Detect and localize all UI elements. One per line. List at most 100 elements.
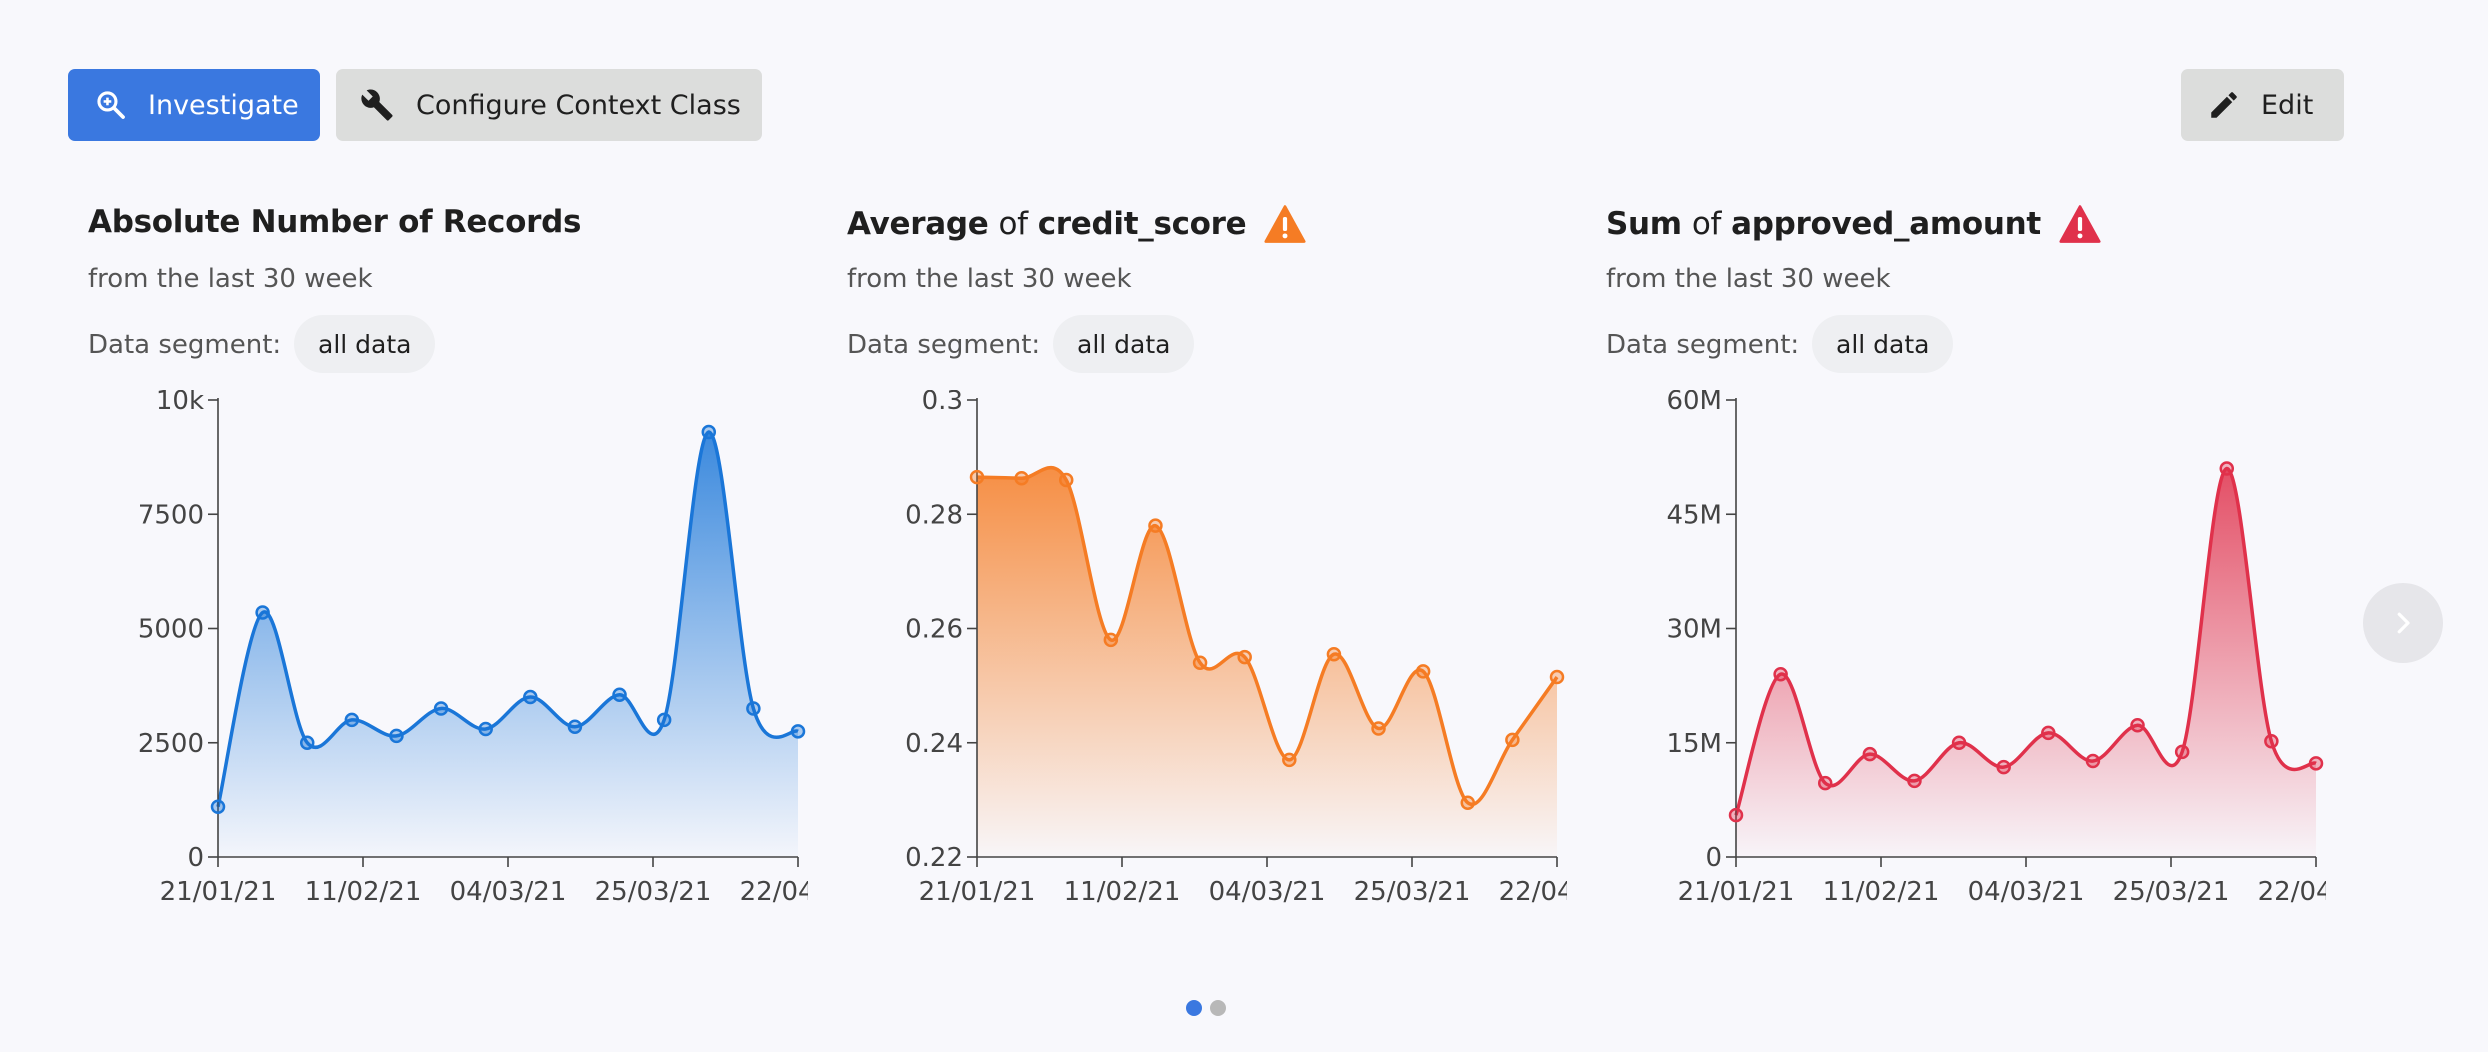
warning-icon [2059,205,2101,243]
card-title-agg: Sum [1606,206,1682,242]
data-point [1282,752,1297,768]
y-tick-label: 45M [1666,500,1722,530]
y-tick-label: 5000 [138,615,204,645]
segment-chip[interactable]: all data [294,315,436,373]
data-point [969,469,985,485]
data-point [2308,756,2324,771]
segment-label: Data segment: [1606,330,1800,360]
x-tick-label: 21/01/21 [919,877,1036,907]
pagination-dot-1[interactable] [1186,1000,1202,1016]
data-point [1103,632,1119,648]
x-tick-label: 21/01/21 [160,877,277,907]
data-point [255,605,270,620]
configure-context-class-button[interactable]: Configure Context Class [336,69,762,141]
data-point [2264,733,2279,749]
data-point [523,689,538,705]
pencil-icon [2211,92,2237,118]
data-point [1014,471,1029,486]
data-point [1415,664,1431,679]
card-title: Sum of approved_amount [1606,204,2101,244]
records-area-chart: 0 2500 5000 7500 10k 21/01/21 11/02/21 04/03/21… [138,390,808,907]
x-tick-label: 11/02/21 [1064,877,1181,907]
data-point [389,728,404,744]
wrench-icon [361,89,393,121]
y-tick-label: 7500 [138,500,204,530]
data-point [1907,773,1922,789]
x-tick-label: 22/04/21 [2258,877,2326,907]
data-point [2130,717,2145,733]
zoom-in-icon [97,91,125,119]
card-title-field: approved_amount [1731,206,2041,242]
data-point [701,424,717,440]
data-point [2041,725,2056,741]
card-title: Average of credit_score [847,204,1306,244]
data-point [210,799,226,814]
y-tick-label: 60M [1666,390,1722,416]
x-tick-label: 25/03/21 [1354,877,1471,907]
data-point [1728,807,1744,823]
card-title-field: credit_score [1037,206,1247,242]
data-point [1996,759,2011,775]
segment-label: Data segment: [847,330,1041,360]
data-point [2174,744,2190,760]
y-tick-label: 2500 [138,729,204,759]
data-point [1817,775,1833,791]
y-tick-label: 15M [1666,729,1722,759]
card-subtitle: from the last 30 week [847,264,1132,294]
data-point [433,701,449,716]
card-title-of: of [998,206,1028,242]
card-subtitle: from the last 30 week [1606,264,1891,294]
card-title-of: of [1691,206,1722,242]
x-tick-label: 22/04/21 [740,877,808,907]
x-tick-label: 25/03/21 [2113,877,2230,907]
data-point [656,712,672,728]
data-point [1058,472,1074,488]
segment-chip[interactable]: all data [1812,315,1954,373]
series-line [216,430,799,808]
data-point [299,735,315,750]
series-line [976,465,1559,807]
y-tick-label: 0.22 [905,843,963,873]
metric-card-records: Absolute Number of Records from the last… [88,200,808,920]
data-point [1951,735,1967,750]
data-point [567,719,583,735]
data-point [612,687,627,703]
metric-card-approved-amount: Sum of approved_amount from the last 30 … [1606,200,2326,920]
edit-label: Edit [2261,89,2314,121]
y-tick-label: 0 [187,843,204,873]
y-tick-label: 0 [1705,843,1722,873]
x-tick-label: 04/03/21 [450,877,567,907]
data-point [478,721,493,737]
y-tick-label: 10k [156,390,204,416]
y-tick-label: 30M [1666,615,1722,645]
data-point [1862,746,1878,762]
data-point [344,712,360,728]
x-tick-label: 11/02/21 [1823,877,1940,907]
card-title-text: Absolute Number of Records [88,204,582,240]
data-point [1237,649,1252,665]
area-fill [977,467,1557,857]
data-point [746,701,761,716]
card-title: Absolute Number of Records [88,204,581,240]
x-tick-label: 04/03/21 [1209,877,1326,907]
investigate-button[interactable]: Investigate [68,69,320,141]
y-tick-label: 0.26 [905,615,963,645]
data-point [1192,655,1208,671]
edit-button[interactable]: Edit [2181,69,2344,141]
carousel-next-button[interactable] [2363,583,2443,663]
chevron-right-icon [2397,612,2410,634]
y-tick-label: 0.3 [922,390,963,416]
configure-label: Configure Context Class [416,89,741,121]
data-point [790,724,806,739]
credit-score-area-chart: 0.22 0.24 0.26 0.28 0.3 21/01/21 11/02/21 04/03… [905,390,1567,907]
data-point [1460,795,1476,810]
y-tick-label: 0.24 [905,729,963,759]
x-tick-label: 25/03/21 [595,877,712,907]
data-point [1549,669,1565,685]
segment-chip[interactable]: all data [1053,315,1195,373]
data-point [2219,461,2235,476]
pagination-dot-2[interactable] [1210,1000,1226,1016]
metric-card-credit-score: Average of credit_score from the last 30… [847,200,1567,920]
data-point [1148,518,1163,533]
data-point [2085,753,2101,769]
